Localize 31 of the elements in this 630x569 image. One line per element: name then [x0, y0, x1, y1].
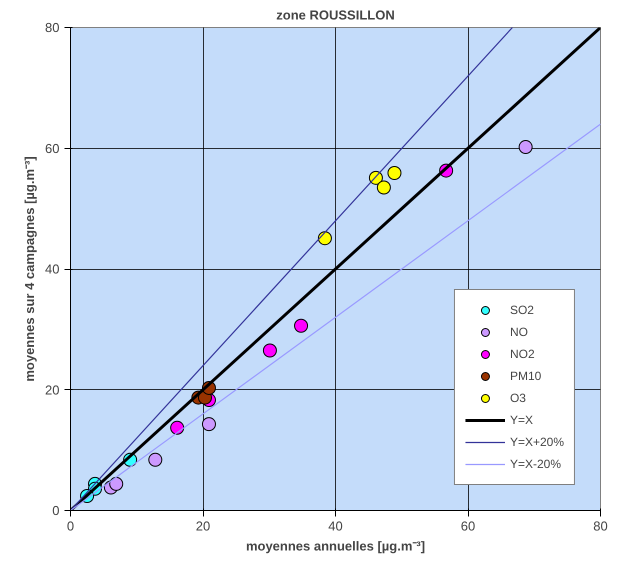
x-tick-label: 0 [66, 518, 74, 534]
point [387, 166, 402, 180]
point [148, 452, 162, 467]
y-tick-label: 40 [45, 262, 60, 276]
chart-title: zone ROUSSILLON [276, 8, 395, 22]
x-axis-title: moyennes annuelles [µg.m⁻³] [246, 538, 426, 554]
legend-label: Y=X [510, 413, 533, 427]
y-tick-label: 80 [45, 20, 60, 35]
legend-label: O3 [510, 391, 527, 405]
x-tick-label: 20 [196, 518, 210, 534]
point [202, 417, 216, 432]
point [294, 318, 308, 333]
legend-label: SO2 [510, 303, 534, 317]
point [318, 231, 332, 246]
point [262, 344, 277, 358]
legend-label: Y=X+20% [510, 435, 564, 449]
legend-label: Y=X-20% [510, 457, 561, 471]
point [376, 180, 391, 194]
legend-label: NO [510, 325, 529, 339]
y-axis-title: moyennes sur 4 campagnes [µg.m⁻³] [22, 156, 38, 382]
legend-label: NO2 [510, 347, 535, 361]
x-tick-label: 40 [328, 518, 343, 534]
y-tick-label: 60 [45, 140, 60, 156]
y-tick-label: 20 [45, 382, 60, 398]
point [170, 420, 184, 435]
point [518, 140, 533, 154]
y-tick-label: 0 [52, 503, 60, 518]
legend-label: PM10 [510, 369, 542, 383]
point [109, 476, 124, 491]
x-tick-label: 60 [460, 518, 476, 534]
x-tick-label: 80 [593, 518, 608, 534]
